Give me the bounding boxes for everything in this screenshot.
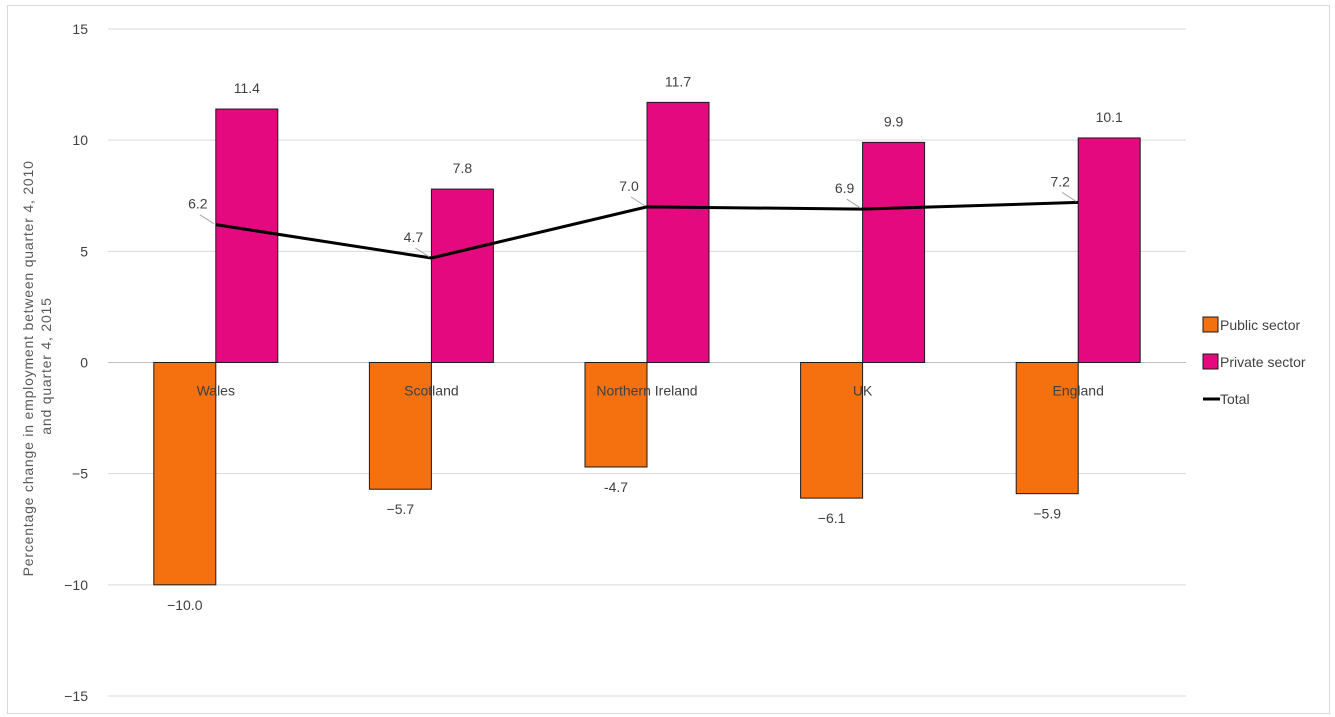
category-label: Scotland — [404, 383, 458, 399]
public-sector-data-label: −5.9 — [1033, 506, 1061, 522]
total-line — [199, 191, 1079, 260]
data-labels: −10.0 11.4 −5.7 7.8 -4.7 11.7 −6.1 9.9 −5.9 10.1 6… — [167, 73, 1123, 612]
legend-swatch — [1202, 316, 1219, 333]
public-sector-bar — [1015, 362, 1079, 495]
private-sector-bar — [862, 141, 926, 363]
private-sector-bar — [1077, 137, 1141, 363]
chart-frame: 15 10 5 0 −5 −10 −15 Wales Scotland Northern Ire… — [7, 5, 1330, 714]
y-tick-label: 0 — [80, 355, 88, 371]
y-tick-label: −5 — [72, 466, 88, 482]
total-label-leader — [199, 214, 215, 225]
public-sector-data-label: −10.0 — [167, 597, 203, 613]
total-data-label: 7.2 — [1050, 173, 1070, 189]
public-sector-bar — [584, 362, 648, 468]
private-sector-bar — [430, 188, 494, 363]
y-tick-label: 10 — [72, 132, 88, 148]
chart: 15 10 5 0 −5 −10 −15 Wales Scotland Northern Ire… — [20, 21, 1306, 704]
private-sector-data-label: 7.8 — [453, 160, 473, 176]
category-label: England — [1053, 383, 1104, 399]
y-tick-label: −15 — [64, 688, 88, 704]
private-sector-data-label: 9.9 — [884, 113, 904, 129]
total-data-label: 6.2 — [188, 196, 208, 212]
legend-total: Total — [1203, 391, 1250, 407]
private-sector-data-label: 11.7 — [665, 73, 691, 89]
total-label-leader — [630, 196, 646, 207]
y-axis: 15 10 5 0 −5 −10 −15 — [64, 21, 88, 704]
private-sector-bar — [646, 101, 710, 364]
bars — [153, 101, 1141, 586]
total-data-label: 6.9 — [835, 180, 855, 196]
public-sector-data-label: −6.1 — [818, 510, 846, 526]
total-label-leader — [415, 247, 430, 258]
private-sector-data-label: 11.4 — [234, 80, 260, 96]
legend: Public sector Private sector Total — [1202, 316, 1306, 407]
y-axis-title-line-2: and quarter 4, 2015 — [38, 297, 54, 434]
y-tick-label: 15 — [72, 21, 88, 37]
total-label-leader — [1061, 191, 1077, 202]
legend-label: Private sector — [1220, 354, 1306, 370]
total-data-label: 4.7 — [404, 229, 424, 245]
y-tick-label: 5 — [80, 243, 88, 259]
total-series-line — [215, 200, 1079, 260]
public-sector-bar — [153, 362, 217, 586]
legend-label: Public sector — [1220, 317, 1300, 333]
public-sector-bar — [800, 362, 864, 499]
category-label: UK — [853, 383, 873, 399]
public-sector-data-label: -4.7 — [604, 479, 628, 495]
legend-label: Total — [1220, 391, 1250, 407]
legend-public-sector: Public sector — [1202, 316, 1300, 333]
public-sector-data-label: −5.7 — [387, 501, 415, 517]
total-data-label: 7.0 — [619, 178, 639, 194]
legend-private-sector: Private sector — [1202, 353, 1306, 370]
category-labels: Wales Scotland Northern Ireland UK England — [197, 383, 1104, 399]
y-tick-label: −10 — [64, 577, 88, 593]
category-label: Northern Ireland — [596, 383, 697, 399]
private-sector-bar — [215, 108, 279, 364]
public-sector-bar — [368, 362, 432, 490]
total-label-leader — [846, 198, 861, 209]
legend-swatch — [1202, 353, 1219, 370]
y-axis-title: Percentage change in employment between … — [20, 156, 54, 577]
private-sector-data-label: 10.1 — [1096, 109, 1123, 125]
y-axis-title-line-1: Percentage change in employment between … — [20, 160, 36, 576]
category-label: Wales — [197, 383, 235, 399]
